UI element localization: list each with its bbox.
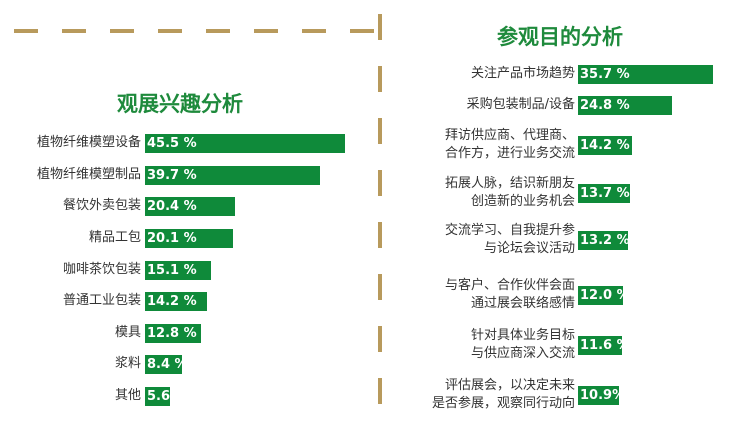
category-label: 评估展会，以决定未来 是否参展，观察同行动向 [431,378,575,411]
bar-value-label: 24.8 % [580,97,630,113]
bar [145,323,201,343]
category-label: 拓展人脉，结识新朋友 创造新的业务机会 [444,176,575,209]
category-label: 其他 [114,388,141,403]
category-label: 交流学习、自我提升参 与论坛会议活动 [444,223,575,256]
bar [145,386,170,406]
bar-value-label: 13.7 % [580,185,630,201]
bar [578,64,713,84]
bar [145,228,233,248]
bar-value-label: 14.2 % [147,293,197,309]
bar [578,230,628,250]
category-label: 拜访供应商、代理商、 合作方，进行业务交流 [444,128,575,161]
bar-value-label: 12.0 % [580,287,630,303]
bar-value-label: 45.5 % [147,135,197,151]
category-label: 浆料 [114,356,141,371]
bar-value-label: 39.7 % [147,167,197,183]
bar [145,291,207,311]
bar [578,285,623,305]
category-label: 精品工包 [88,230,141,245]
category-label: 采购包装制品/设备 [466,97,575,112]
bar [145,165,320,185]
bar [145,260,211,280]
category-label: 植物纤维模塑设备 [36,135,141,150]
bar [578,95,672,115]
category-label: 咖啡茶饮包装 [62,262,141,277]
category-label: 关注产品市场趋势 [470,66,575,81]
bar-value-label: 12.8 % [147,325,197,341]
bar-value-label: 13.2 % [580,232,630,248]
left-chart-title: 观展兴趣分析 [117,92,243,116]
bar [578,385,619,405]
category-label: 植物纤维模塑制品 [36,167,141,182]
category-label: 与客户、合作伙伴会面 通过展会联络感情 [444,278,575,311]
right-chart-title: 参观目的分析 [497,25,623,49]
category-label: 餐饮外卖包装 [62,198,141,213]
bar [145,354,182,374]
bar-value-label: 8.4 % [147,356,188,372]
bar [578,335,622,355]
bar-value-label: 5.6 % [147,388,188,404]
category-label: 模具 [114,325,141,340]
bar-value-label: 11.6 % [580,337,630,353]
bar-value-label: 15.1 % [147,262,197,278]
bar [145,196,235,216]
bar [145,133,345,153]
bar-value-label: 20.1 % [147,230,197,246]
bar [578,183,630,203]
bar-value-label: 10.9% [580,387,626,403]
bar-value-label: 35.7 % [580,66,630,82]
category-label: 针对具体业务目标 与供应商深入交流 [470,328,575,361]
bar-value-label: 14.2 % [580,137,630,153]
bar-value-label: 20.4 % [147,198,197,214]
category-label: 普通工业包装 [62,293,141,308]
bar [578,135,632,155]
